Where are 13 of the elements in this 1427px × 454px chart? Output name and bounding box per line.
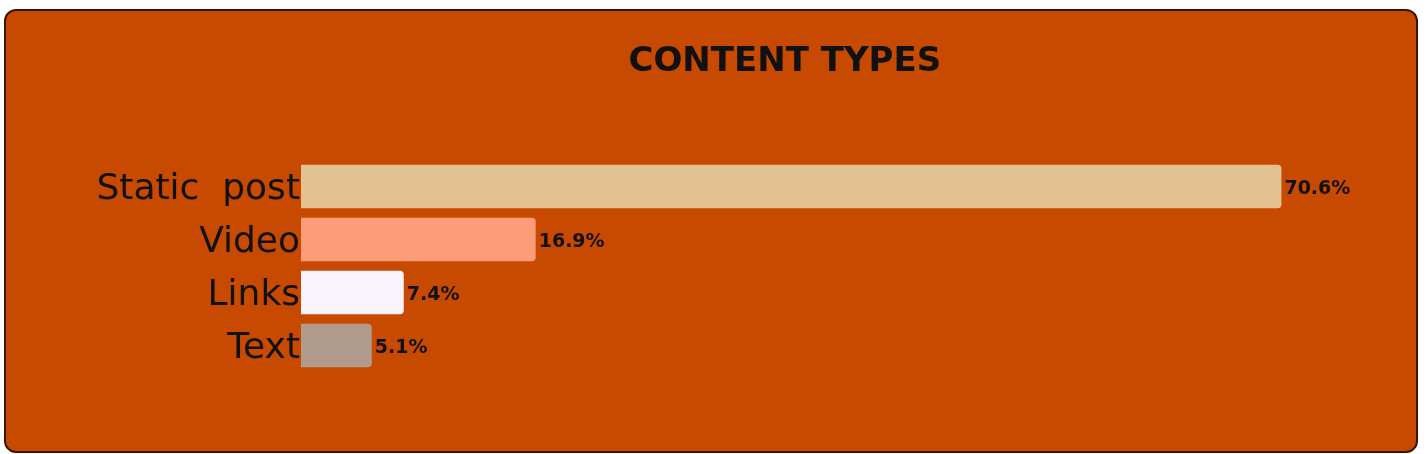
chart-title: CONTENT TYPES	[628, 38, 942, 79]
y-tick-label: Static post	[96, 166, 300, 208]
y-tick-label: Video	[199, 219, 300, 261]
data-label: 7.4%	[406, 281, 460, 304]
y-tick-label: Text	[226, 325, 300, 367]
bar	[301, 164, 1282, 209]
data-label: 5.1%	[374, 334, 428, 357]
bar	[301, 323, 372, 368]
bar	[301, 270, 404, 315]
data-label: 16.9%	[538, 228, 605, 251]
data-label: 70.6%	[1284, 175, 1351, 198]
bar	[301, 217, 536, 262]
y-tick-label: Links	[207, 272, 300, 314]
